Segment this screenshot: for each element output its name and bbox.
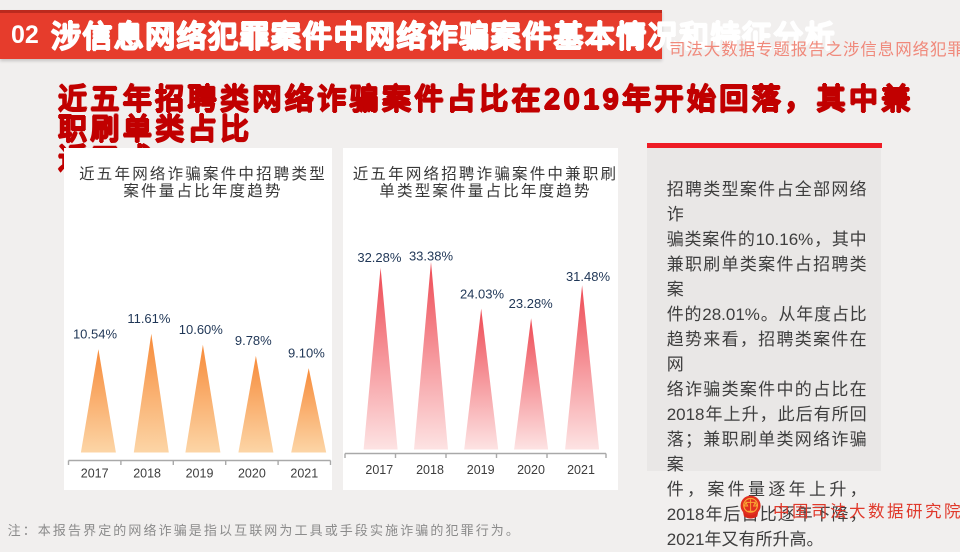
svg-text:2020: 2020 (238, 467, 266, 481)
svg-text:32.28%: 32.28% (357, 250, 402, 265)
svg-text:24.03%: 24.03% (460, 287, 505, 302)
svg-text:2020: 2020 (517, 463, 545, 477)
svg-text:2017: 2017 (81, 467, 109, 481)
svg-text:10.54%: 10.54% (73, 327, 118, 342)
svg-text:11.61%: 11.61% (127, 311, 171, 326)
svg-text:2018: 2018 (416, 463, 444, 477)
svg-text:10.60%: 10.60% (179, 322, 224, 337)
svg-text:2021: 2021 (290, 467, 318, 481)
svg-text:9.78%: 9.78% (235, 333, 272, 348)
svg-text:31.48%: 31.48% (566, 269, 611, 284)
svg-text:2021: 2021 (567, 463, 595, 477)
svg-text:33.38%: 33.38% (409, 249, 454, 264)
svg-text:2019: 2019 (467, 463, 495, 477)
svg-text:23.28%: 23.28% (509, 296, 554, 311)
svg-text:2017: 2017 (365, 463, 393, 477)
svg-text:2019: 2019 (186, 467, 214, 481)
svg-text:9.10%: 9.10% (288, 346, 325, 361)
svg-text:2018: 2018 (133, 467, 161, 481)
